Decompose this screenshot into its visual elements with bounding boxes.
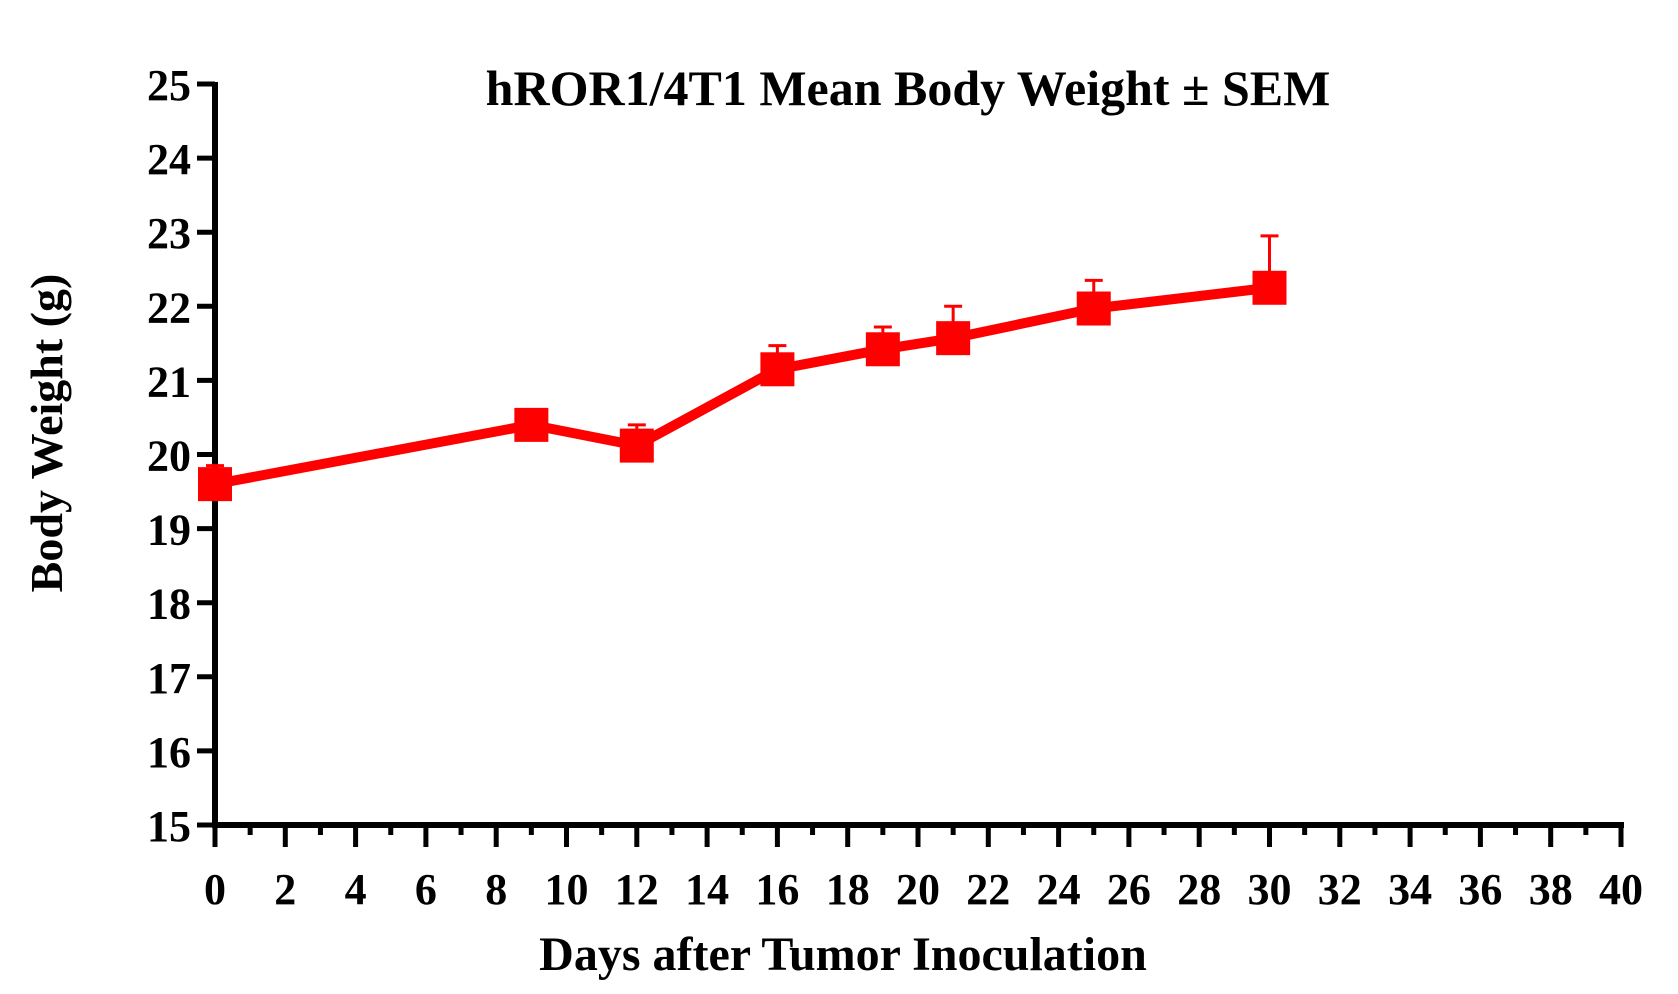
x-tick-label: 0 <box>204 865 226 914</box>
y-tick-label: 25 <box>147 61 191 110</box>
x-axis-label: Days after Tumor Inoculation <box>539 928 1147 981</box>
x-tick-label: 6 <box>415 865 437 914</box>
data-point <box>198 467 232 502</box>
data-point <box>865 332 900 367</box>
y-tick-label: 18 <box>147 580 191 629</box>
x-tick-label: 30 <box>1248 865 1292 914</box>
x-tick-label: 8 <box>485 865 507 914</box>
x-tick-label: 4 <box>345 865 367 914</box>
y-tick-label: 22 <box>147 283 191 332</box>
x-tick-label: 22 <box>966 865 1010 914</box>
data-point <box>514 407 549 442</box>
x-tick-label: 36 <box>1458 865 1502 914</box>
x-tick-label: 38 <box>1529 865 1573 914</box>
y-tick-label: 24 <box>147 135 191 184</box>
x-tick-label: 2 <box>274 865 296 914</box>
chart-title: hROR1/4T1 Mean Body Weight ± SEM <box>486 60 1331 116</box>
x-tick-label: 18 <box>826 865 870 914</box>
x-tick-label: 14 <box>685 865 729 914</box>
data-point <box>760 352 795 387</box>
data-point <box>1076 291 1111 326</box>
x-tick-label: 28 <box>1177 865 1221 914</box>
y-tick-label: 21 <box>147 357 191 406</box>
x-tick-label: 34 <box>1388 865 1432 914</box>
y-tick-label: 15 <box>147 802 191 851</box>
data-point <box>619 428 654 463</box>
x-tick-label: 40 <box>1599 865 1643 914</box>
x-tick-label: 10 <box>545 865 589 914</box>
x-tick-label: 12 <box>615 865 659 914</box>
y-tick-label: 20 <box>147 432 191 481</box>
y-tick-label: 23 <box>147 209 191 258</box>
data-marks <box>198 234 1287 502</box>
x-tick-label: 26 <box>1107 865 1151 914</box>
data-point <box>1252 270 1287 305</box>
x-tick-label: 20 <box>896 865 940 914</box>
x-tick-label: 32 <box>1318 865 1362 914</box>
y-axis-label: Body Weight (g) <box>21 274 72 593</box>
y-tick-label: 17 <box>147 654 191 703</box>
y-tick-label: 19 <box>147 506 191 555</box>
x-tick-label: 16 <box>755 865 799 914</box>
y-tick-label: 16 <box>147 728 191 777</box>
series-line <box>214 282 1271 490</box>
x-tick-label: 24 <box>1037 865 1081 914</box>
data-point <box>936 321 971 356</box>
